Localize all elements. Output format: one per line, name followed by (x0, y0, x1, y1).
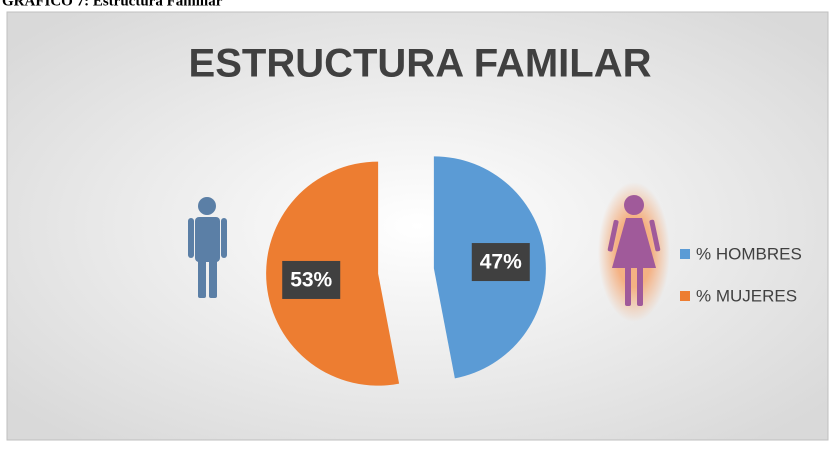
caption: GRÁFICO 7: Estructura Familiar (2, 0, 223, 9)
data-label: 53% (290, 269, 332, 292)
data-label-box (471, 243, 530, 282)
male-icon (188, 197, 227, 298)
legend-swatch (680, 249, 690, 259)
chart-area (6, 11, 829, 441)
chart-title: ESTRUCTURA FAMILAR (189, 42, 652, 86)
female-icon (598, 182, 670, 322)
data-label: 47% (480, 251, 522, 274)
legend-swatch (680, 291, 690, 301)
legend-label: % HOMBRES (696, 244, 802, 263)
legend-label: % MUJERES (696, 286, 797, 305)
data-label-box (282, 260, 341, 299)
